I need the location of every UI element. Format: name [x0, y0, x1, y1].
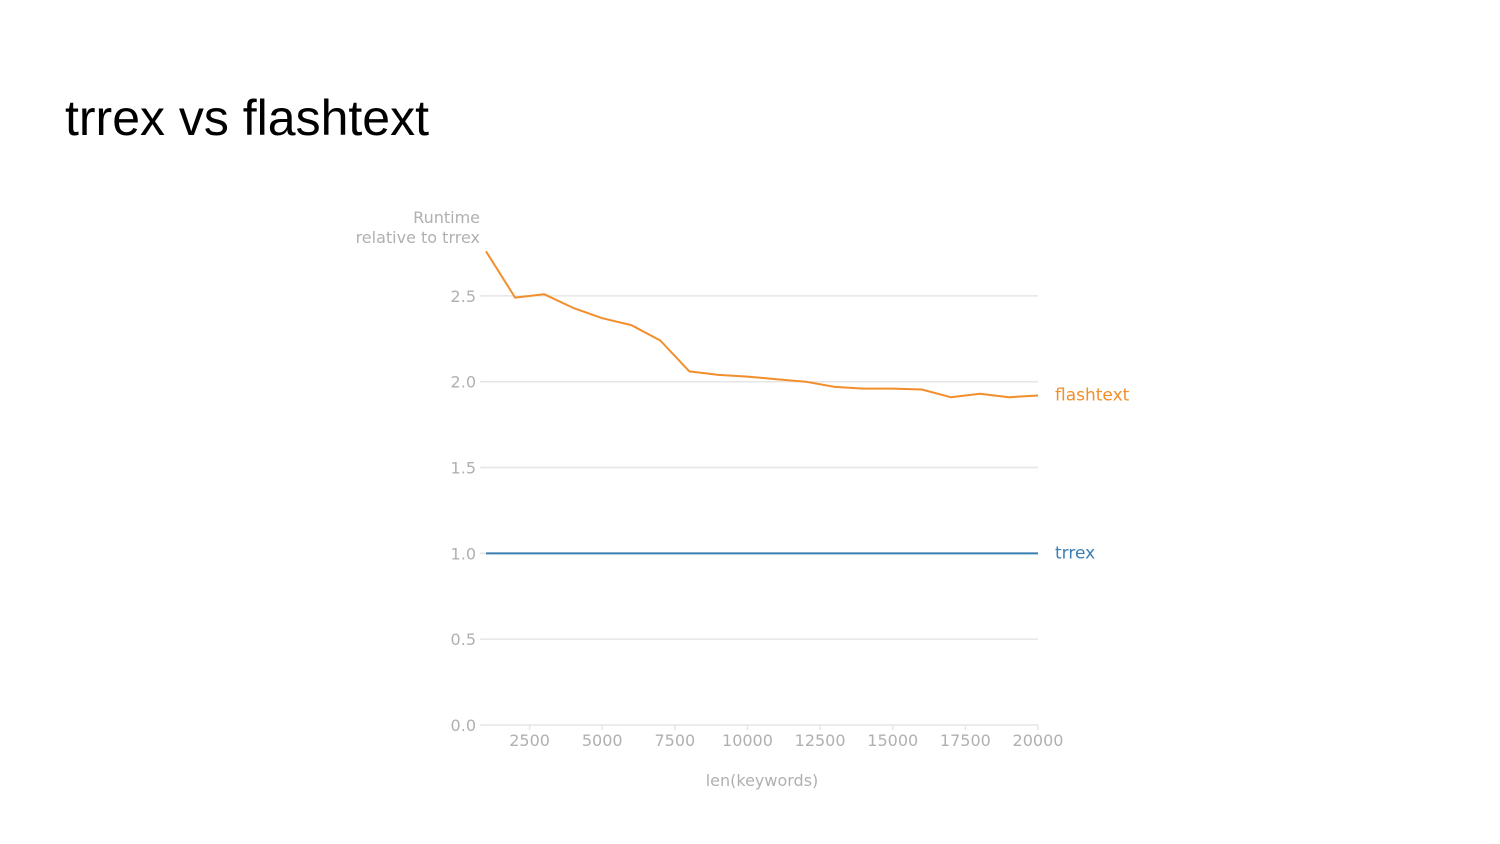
- y-axis-label-line-1: Runtime: [413, 208, 480, 227]
- x-axis-label: len(keywords): [706, 771, 819, 790]
- x-tick-label-3: 10000: [722, 731, 773, 750]
- x-tick-label-2: 7500: [654, 731, 695, 750]
- grid-lines: [482, 295, 1038, 726]
- series-line-flashtext: [485, 250, 1039, 399]
- x-tick-label-7: 20000: [1013, 731, 1064, 750]
- series-lines: [485, 250, 1039, 555]
- y-tick-label-3: 1.5: [451, 459, 476, 478]
- y-tick-labels: 0.0 0.5 1.0 1.5 2.0 2.5: [451, 287, 485, 735]
- y-tick-label-5: 2.5: [451, 287, 476, 306]
- series-label-flashtext: flashtext: [1055, 385, 1130, 405]
- y-tick-label-1: 0.5: [451, 630, 476, 649]
- x-tick-label-4: 12500: [795, 731, 846, 750]
- x-tick-label-0: 2500: [509, 731, 550, 750]
- x-tick-label-6: 17500: [940, 731, 991, 750]
- y-tick-label-2: 1.0: [451, 544, 476, 563]
- x-tick-label-5: 15000: [867, 731, 918, 750]
- slide-title: trrex vs flashtext: [65, 90, 429, 146]
- series-labels: flashtext trrex: [1055, 385, 1130, 563]
- series-label-trrex: trrex: [1055, 543, 1095, 563]
- x-tick-labels: 2500 5000 7500 10000 12500 15000 17500 20000: [509, 725, 1063, 750]
- y-tick-label-0: 0.0: [451, 716, 476, 735]
- x-tick-label-1: 5000: [582, 731, 623, 750]
- y-axis-label-line-2: relative to trrex: [356, 228, 480, 247]
- y-tick-label-4: 2.0: [451, 373, 476, 392]
